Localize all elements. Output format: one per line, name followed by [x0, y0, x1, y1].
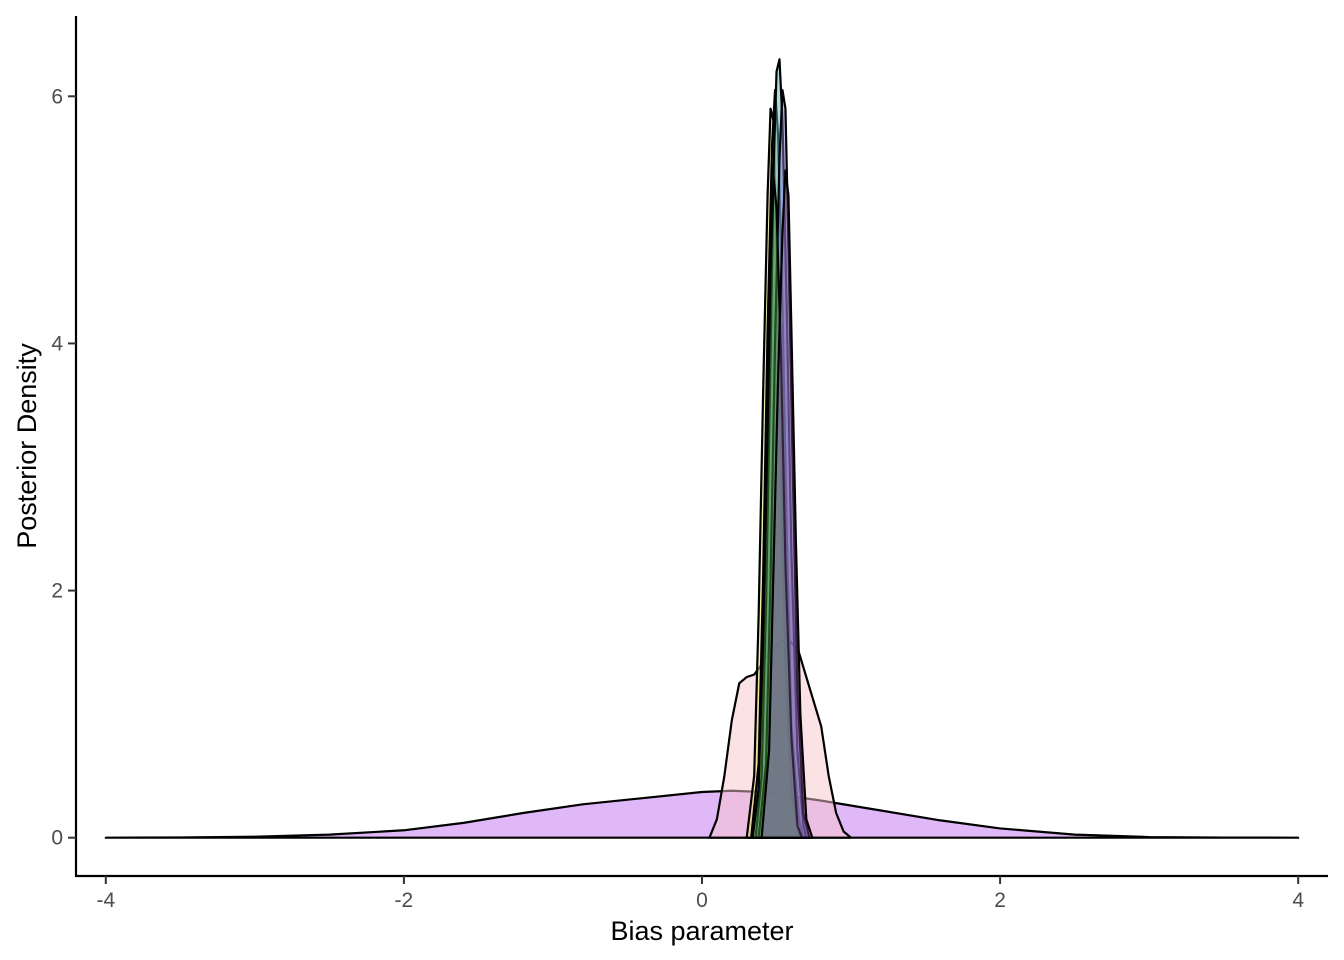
y-tick-label: 0: [51, 827, 63, 850]
x-tick-label: 4: [1292, 889, 1304, 912]
x-tick-label: 0: [696, 889, 708, 912]
density-area-8: [760, 169, 814, 839]
y-tick-label: 4: [51, 332, 63, 355]
density-area-1: [104, 789, 1300, 839]
x-tick-label: -4: [96, 889, 115, 912]
x-tick-label: 2: [994, 889, 1006, 912]
y-axis-ticks: 0 2 4 6: [51, 85, 76, 850]
x-axis-ticks: -4 -2 0 2 4: [96, 876, 1304, 912]
y-axis-title: Posterior Density: [12, 343, 42, 549]
x-tick-label: -2: [395, 889, 414, 912]
y-tick-label: 6: [51, 85, 63, 108]
density-series-group: [104, 58, 1300, 839]
density-area-7: [751, 175, 803, 839]
x-axis-title: Bias parameter: [610, 916, 793, 946]
y-tick-label: 2: [51, 580, 63, 603]
